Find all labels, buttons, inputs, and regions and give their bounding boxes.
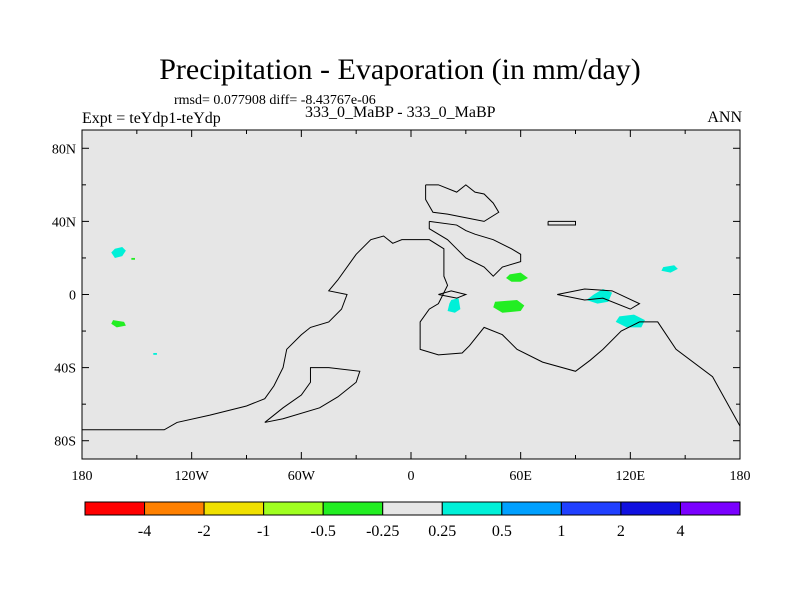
shaded-region-1 [586, 289, 613, 304]
colorbar-label-7: 1 [557, 523, 565, 540]
coastline-5 [438, 290, 468, 299]
colorbar-label-9: 4 [676, 523, 684, 540]
colorbar-swatch-6 [441, 501, 503, 516]
shaded-region-9 [131, 257, 136, 260]
colorbar-swatch-8 [560, 501, 622, 516]
coastline-1 [264, 367, 361, 423]
coastline-4 [547, 220, 576, 226]
colorbar-swatch-10 [679, 501, 741, 516]
y-tick-label-4: 80S [54, 435, 76, 450]
colorbar-swatch-7 [501, 501, 562, 516]
shaded-region-3 [661, 265, 678, 273]
colorbar-swatch-4 [322, 501, 384, 516]
colorbar-label-4: -0.25 [366, 523, 399, 540]
colorbar-label-6: 0.5 [492, 523, 512, 540]
x-tick-label-3: 0 [408, 469, 415, 484]
shaded-region-5 [153, 352, 157, 355]
shaded-region-4 [447, 298, 461, 313]
experiment-label: Expt = teYdp1-teYdp [82, 110, 221, 127]
colorbar-label-2: -1 [257, 523, 270, 540]
colorbar-swatch-9 [620, 501, 681, 516]
x-tick-label-5: 120E [616, 469, 646, 484]
axis-ticks: 180 120W 60W 0 60E 120E 180 80N 40N 0 40S 80S [52, 130, 751, 484]
colorbar-swatch-1 [144, 501, 205, 516]
colorbar-label-0: -4 [138, 523, 151, 540]
colorbar-swatch-5 [382, 501, 443, 516]
y-tick-label-0: 80N [52, 142, 76, 157]
colorbar-swatch-2 [203, 501, 265, 516]
map-background [82, 130, 740, 459]
x-tick-label-6: 180 [730, 469, 751, 484]
colorbar-label-1: -2 [197, 523, 210, 540]
shaded-region-2 [615, 314, 645, 328]
shaded-region-0 [111, 246, 126, 258]
colorbar-swatch-0 [84, 501, 146, 516]
colorbar-label-8: 2 [617, 523, 625, 540]
colorbar: -4 -2 -1 -0.5 -0.25 0.25 0.5 1 2 4 [84, 501, 741, 540]
y-tick-label-1: 40N [52, 215, 76, 230]
stats-label: rmsd= 0.077908 diff= -8.43767e-06 [174, 93, 376, 108]
plot-area [82, 130, 740, 459]
x-tick-label-0: 180 [72, 469, 93, 484]
shaded-region-8 [111, 320, 126, 328]
shaded-region-6 [493, 299, 525, 313]
x-tick-label-1: 120W [175, 469, 210, 484]
coastlines [82, 184, 741, 431]
x-tick-label-4: 60E [509, 469, 532, 484]
period-label: 333_0_MaBP - 333_0_MaBP [305, 104, 496, 121]
shaded-region-7 [506, 272, 528, 282]
x-tick-label-2: 60W [288, 469, 316, 484]
colorbar-swatch-3 [263, 501, 324, 516]
y-tick-label-3: 40S [54, 362, 76, 377]
y-tick-label-2: 0 [69, 289, 76, 304]
coastline-3 [425, 184, 500, 222]
coastline-0 [82, 235, 741, 431]
coastline-2 [428, 220, 522, 277]
chart-title: Precipitation - Evaporation (in mm/day) [159, 53, 641, 86]
season-label: ANN [707, 109, 742, 126]
coastline-6 [557, 288, 641, 310]
colorbar-label-3: -0.5 [311, 523, 336, 540]
shaded-regions [111, 246, 678, 355]
colorbar-label-5: 0.25 [428, 523, 456, 540]
